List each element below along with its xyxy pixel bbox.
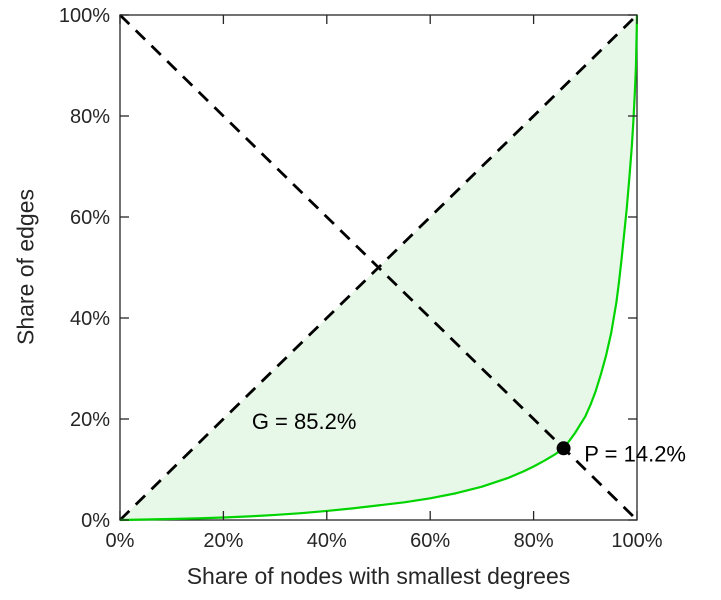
x-tick-label: 40% bbox=[307, 530, 347, 552]
p-label: P = 14.2% bbox=[584, 441, 686, 466]
y-tick-label: 80% bbox=[70, 106, 110, 128]
y-tick-label: 20% bbox=[70, 409, 110, 431]
y-tick-label: 60% bbox=[70, 207, 110, 229]
x-tick-label: 0% bbox=[106, 530, 135, 552]
y-tick-label: 100% bbox=[59, 5, 110, 27]
x-tick-label: 60% bbox=[410, 530, 450, 552]
p-point-marker bbox=[556, 441, 571, 456]
x-tick-label: 80% bbox=[514, 530, 554, 552]
y-axis-title: Share of edges bbox=[12, 188, 39, 346]
anti-diagonal-line bbox=[119, 13, 638, 522]
x-tick-label: 20% bbox=[203, 530, 243, 552]
gini-label: G = 85.2% bbox=[252, 409, 357, 434]
plot-box bbox=[119, 14, 638, 521]
x-tick-label: 100% bbox=[611, 530, 662, 552]
x-axis-title: Share of nodes with smallest degrees bbox=[186, 563, 571, 589]
y-tick-label: 0% bbox=[81, 510, 110, 532]
y-tick-label: 40% bbox=[70, 308, 110, 330]
